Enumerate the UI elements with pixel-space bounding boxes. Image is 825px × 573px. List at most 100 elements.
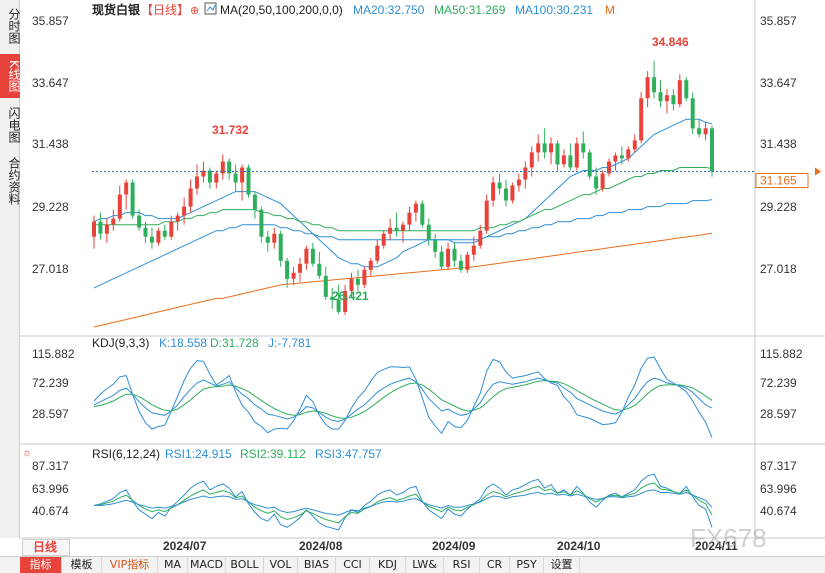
time-axis-label: 2024/10 — [557, 539, 601, 553]
price-axis-label: 31.438 — [760, 137, 797, 151]
sun-icon[interactable]: ☼ — [22, 447, 32, 459]
candle-body — [388, 227, 393, 234]
price-marker-icon — [815, 167, 821, 176]
tab-cci[interactable]: CCI — [336, 557, 370, 573]
candle-body — [549, 143, 554, 153]
candle-body — [233, 173, 238, 183]
tab-cr[interactable]: CR — [480, 557, 510, 573]
candle-body — [555, 143, 560, 165]
ma-label: MA(20,50,100,200,0,0) — [220, 3, 343, 17]
tab-vol[interactable]: VOL — [264, 557, 298, 573]
candle-body — [104, 224, 109, 234]
candle-body — [510, 185, 515, 201]
rsi-axis-label: 87.317 — [32, 459, 69, 473]
candle — [207, 167, 212, 189]
kdj-axis-label: 72.239 — [760, 376, 797, 390]
candle-body — [452, 248, 457, 261]
indicator-tab-bar: 指标 模板 VIP指标 MA MACD BOLL VOL BIAS CCI KD… — [0, 556, 825, 573]
candle-body — [516, 179, 521, 186]
time-axis: 2024/07 2024/08 2024/09 2024/10 2024/11 — [163, 539, 738, 553]
tab-lightning[interactable]: 闪电图 — [7, 107, 21, 143]
candle-body — [458, 260, 463, 270]
period-tag[interactable]: 【日线】 — [141, 3, 189, 17]
candle-body — [471, 245, 476, 255]
candle-body — [574, 143, 579, 168]
candle-body — [433, 239, 438, 252]
candle — [619, 146, 624, 165]
candle — [664, 89, 669, 114]
rsi3-value: RSI3:47.757 — [315, 447, 382, 461]
candle-body — [265, 236, 270, 243]
candle — [143, 221, 148, 243]
candle-body — [201, 170, 206, 177]
candle — [536, 134, 541, 162]
low-annotation: 26.421 — [332, 289, 369, 303]
rsi-line-rsi3 — [94, 489, 713, 516]
ma200-value: M — [605, 3, 615, 17]
candle — [195, 164, 199, 195]
tab-timeshare[interactable]: 分时图 — [7, 8, 21, 44]
kdj-line-k — [93, 377, 713, 423]
rsi-header: RSI(6,12,24) RSI1:24.915 RSI2:39.112 RSI… — [92, 447, 382, 461]
price-axis-label: 31.438 — [32, 137, 69, 151]
candle — [587, 149, 592, 180]
candle-body — [504, 188, 508, 201]
candle — [581, 131, 586, 159]
ma-toggle-icon-glyph — [206, 4, 216, 12]
tab-ma[interactable]: MA — [158, 557, 188, 573]
tab-macd[interactable]: MACD — [188, 557, 226, 573]
settings-icon[interactable]: ⊕ — [190, 5, 199, 17]
tab-bias[interactable]: BIAS — [298, 557, 336, 573]
ma-line-ma200 — [93, 232, 713, 328]
candle-body — [375, 245, 380, 261]
tab-contract-info[interactable]: 合约资料 — [7, 157, 21, 205]
kdj-d-value: D:31.728 — [210, 336, 259, 350]
candle-body — [272, 233, 277, 243]
period-selector[interactable]: 日线 — [22, 539, 70, 556]
mid-high-annotation: 31.732 — [212, 123, 249, 137]
current-price-tag — [755, 173, 809, 189]
tab-settings[interactable]: 设置 — [544, 557, 580, 573]
tab-rsi[interactable]: RSI — [444, 557, 480, 573]
candle — [600, 170, 605, 192]
current-price-tag-text: 31.165 — [760, 174, 797, 188]
candle-body — [394, 227, 399, 231]
instrument-name: 现货白银 — [92, 2, 141, 17]
candle-body — [664, 95, 669, 102]
tab-boll[interactable]: BOLL — [226, 557, 264, 573]
kdj-axis-label: 72.239 — [32, 376, 69, 390]
candle-body — [581, 143, 586, 153]
tab-psy[interactable]: PSY — [510, 557, 544, 573]
tab-templates[interactable]: 模板 — [62, 557, 102, 573]
candle — [92, 215, 96, 249]
tab-lw[interactable]: LW& — [406, 557, 444, 573]
candle-body — [523, 167, 528, 180]
candle-body — [304, 248, 309, 264]
price-axis-label: 27.018 — [32, 262, 69, 276]
candle-body — [690, 98, 695, 129]
tab-vip-indicators[interactable]: VIP指标 — [102, 557, 158, 573]
candle — [491, 176, 496, 207]
candle — [607, 158, 611, 177]
candle — [323, 266, 328, 300]
candle-body — [124, 182, 129, 195]
candle — [452, 242, 457, 267]
kdj-line-d — [93, 380, 713, 419]
candle-body — [381, 233, 386, 246]
rsi-lines — [93, 473, 713, 531]
candle-body — [227, 161, 232, 174]
tab-kline[interactable]: K线图 — [0, 54, 21, 98]
candle — [639, 92, 644, 144]
candle-body — [491, 182, 496, 201]
candle-body — [130, 182, 135, 216]
candle-body — [587, 152, 592, 177]
kdj-line-j — [93, 356, 713, 438]
ma-toggle-icon[interactable] — [204, 2, 217, 15]
candle — [304, 245, 309, 270]
candle — [690, 92, 695, 135]
tab-kdj[interactable]: KDJ — [370, 557, 406, 573]
candle-body — [330, 296, 335, 300]
candle-body — [362, 269, 367, 285]
tab-indicators[interactable]: 指标 — [20, 557, 62, 573]
